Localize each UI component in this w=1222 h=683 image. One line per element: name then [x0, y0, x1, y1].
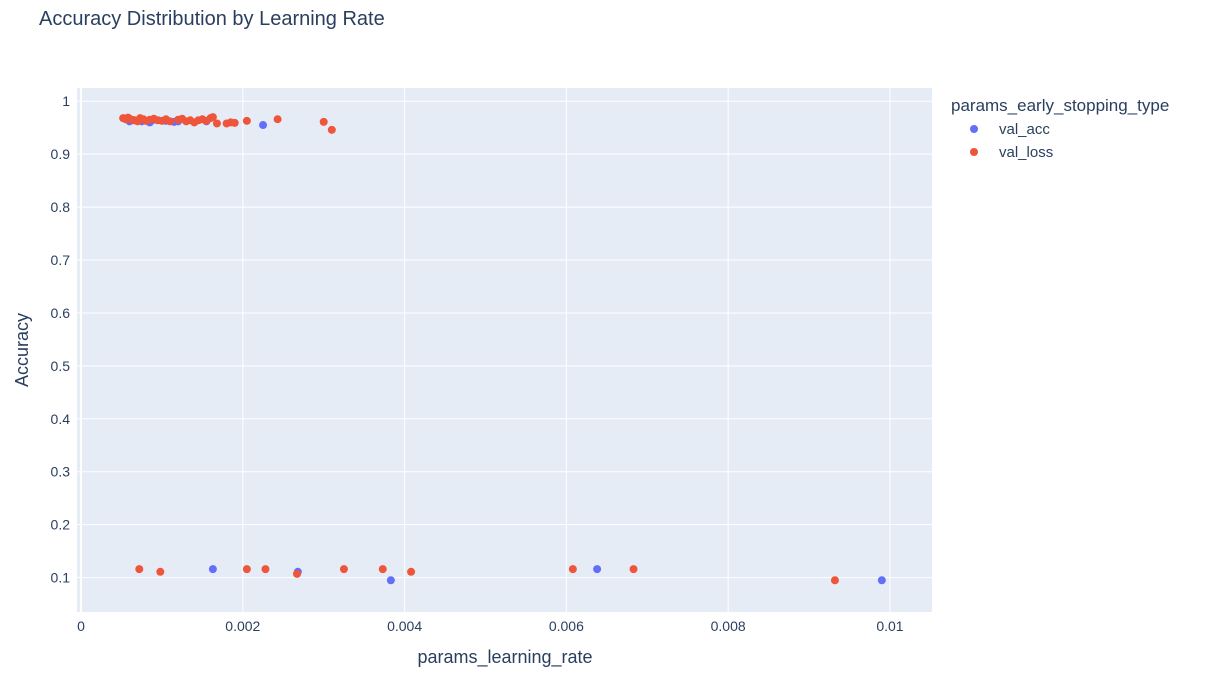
y-tick-label: 0.6 — [51, 305, 71, 321]
point-val-loss[interactable] — [208, 113, 217, 122]
point-val-acc[interactable] — [259, 121, 268, 130]
point-val-loss[interactable] — [830, 576, 839, 585]
point-val-loss[interactable] — [261, 565, 270, 574]
x-tick-label: 0.002 — [225, 618, 260, 634]
point-val-loss[interactable] — [568, 565, 577, 574]
point-val-loss[interactable] — [407, 567, 416, 576]
y-axis-title: Accuracy — [12, 313, 32, 387]
point-val-acc[interactable] — [208, 565, 217, 574]
legend-title: params_early_stopping_type — [951, 96, 1169, 115]
legend-item-val-acc[interactable]: val_acc — [970, 121, 1050, 138]
x-tick-label: 0.008 — [711, 618, 746, 634]
point-val-loss[interactable] — [327, 125, 336, 134]
legend-marker-val-loss — [970, 148, 978, 156]
y-tick-label: 0.4 — [51, 411, 71, 427]
legend-label-val-acc: val_acc — [999, 121, 1050, 138]
x-tick-label: 0 — [77, 618, 85, 634]
point-val-loss[interactable] — [156, 567, 165, 576]
plot-area — [77, 88, 932, 612]
y-tick-label: 0.5 — [51, 358, 71, 374]
legend-item-val-loss[interactable]: val_loss — [970, 144, 1053, 161]
chart-title: Accuracy Distribution by Learning Rate — [39, 8, 385, 30]
point-val-loss[interactable] — [135, 565, 144, 574]
point-val-loss[interactable] — [273, 115, 282, 124]
y-tick-label: 0.3 — [51, 464, 71, 480]
legend: params_early_stopping_type val_acc val_l… — [951, 96, 1169, 161]
legend-marker-val-acc — [970, 125, 978, 133]
point-val-loss[interactable] — [319, 117, 328, 126]
y-tick-label: 1 — [62, 93, 70, 109]
point-val-loss[interactable] — [166, 117, 175, 126]
y-tick-label: 0.8 — [51, 199, 71, 215]
point-val-loss[interactable] — [242, 116, 251, 125]
point-val-loss[interactable] — [629, 565, 638, 574]
x-axis-title: params_learning_rate — [417, 647, 592, 668]
point-val-loss[interactable] — [339, 565, 348, 574]
point-val-loss[interactable] — [230, 118, 239, 127]
x-tick-label: 0.006 — [549, 618, 584, 634]
x-tick-label: 0.01 — [876, 618, 903, 634]
point-val-loss[interactable] — [242, 565, 251, 574]
point-val-loss[interactable] — [378, 565, 387, 574]
point-val-loss[interactable] — [212, 119, 221, 128]
legend-label-val-loss: val_loss — [999, 144, 1053, 161]
y-tick-label: 0.2 — [51, 517, 71, 533]
point-val-acc[interactable] — [593, 565, 602, 574]
point-val-acc[interactable] — [386, 576, 395, 585]
point-val-acc[interactable] — [877, 576, 886, 585]
y-tick-label: 0.7 — [51, 252, 71, 268]
point-val-loss[interactable] — [293, 569, 302, 578]
axis-ticks: 0.1 0.2 0.3 0.4 0.5 0.6 0.7 0.8 0.9 1 0 0.002 0.004 0… — [51, 93, 904, 634]
grid — [77, 88, 932, 612]
y-tick-label: 0.9 — [51, 146, 71, 162]
data-points — [119, 113, 886, 585]
x-tick-label: 0.004 — [387, 618, 422, 634]
y-tick-label: 0.1 — [51, 570, 71, 586]
